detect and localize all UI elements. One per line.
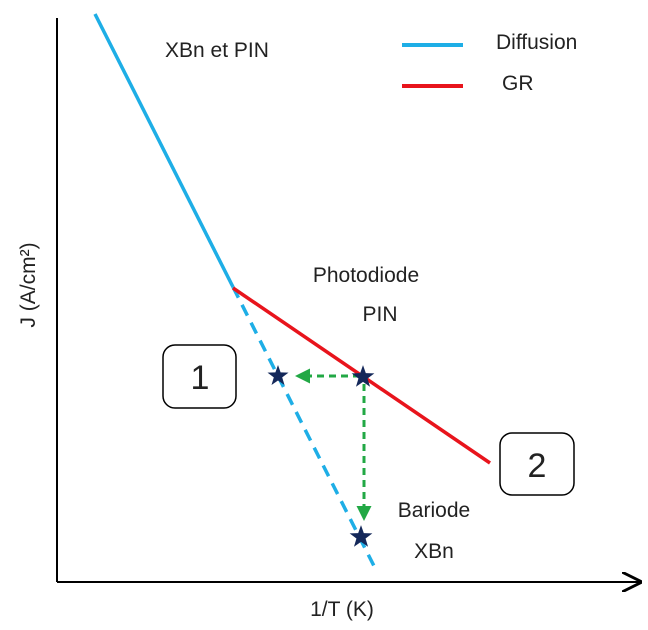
xbn-label-line2: XBn: [414, 540, 454, 563]
box-2-label: 2: [528, 447, 547, 485]
pin-label-line1: Photodiode: [313, 264, 419, 287]
diffusion-line-dashed: [231, 286, 377, 569]
legend-diffusion-label: Diffusion: [496, 31, 577, 54]
diagram-title: XBn et PIN: [165, 39, 269, 62]
box-2: [499, 432, 575, 496]
x-axis-label: 1/T (K): [310, 598, 374, 621]
diffusion-line: [93, 13, 235, 288]
star-icon: [267, 365, 289, 385]
box-1-label: 1: [191, 359, 210, 397]
box-1: [162, 344, 237, 409]
y-axis-label: J (A/cm²): [17, 242, 40, 327]
xbn-label-line1: Bariode: [398, 499, 470, 522]
pin-label-line2: PIN: [362, 303, 397, 326]
legend-gr-label: GR: [502, 72, 534, 95]
